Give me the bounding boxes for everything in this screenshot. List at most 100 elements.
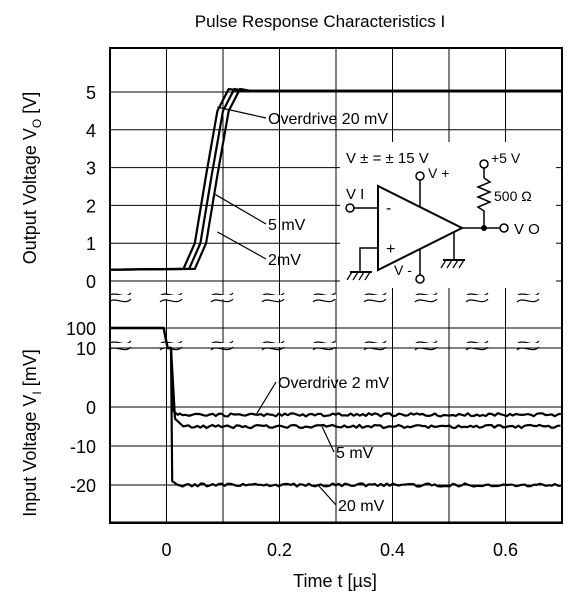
axis-break-gap xyxy=(516,343,540,347)
axis-break-mark xyxy=(312,298,336,303)
y-tick-label-lower: -10 xyxy=(70,437,96,457)
vminus-terminal xyxy=(415,274,425,284)
annotation-label: 2mV xyxy=(268,252,301,269)
annotation-leader xyxy=(255,381,277,416)
y-tick-label-lower: 100 xyxy=(66,319,96,339)
y-tick-label-lower: -20 xyxy=(70,476,96,496)
inset-vcc-label: +5 V xyxy=(491,150,521,166)
axis-break-mark xyxy=(261,346,285,351)
axis-break-mark xyxy=(465,346,489,351)
y-tick-label-upper: 4 xyxy=(86,121,96,141)
y-tick-label-upper: 0 xyxy=(86,272,96,292)
y-axis-label-upper: Output Voltage VO [V] xyxy=(20,92,44,264)
axis-break-gap xyxy=(516,295,540,299)
x-axis-label: Time t [µs] xyxy=(293,571,377,591)
axis-break-mark xyxy=(261,298,285,303)
input-terminal xyxy=(345,203,355,213)
axis-break-mark xyxy=(465,292,489,297)
y-tick-label-upper: 2 xyxy=(86,196,96,216)
vplus-terminal xyxy=(415,171,425,181)
inset-supply-label: V ± = ± 15 V xyxy=(346,150,429,167)
inset-resistor-label: 500 Ω xyxy=(494,188,532,204)
annotation-leader xyxy=(321,426,335,453)
plus-input-wire xyxy=(359,247,378,272)
output-terminal xyxy=(499,223,509,233)
axis-break-mark xyxy=(465,298,489,303)
annotation-label: 20 mV xyxy=(338,498,385,515)
axis-break-mark xyxy=(210,346,234,351)
vcc-terminal xyxy=(479,159,489,169)
annotation-leader xyxy=(217,106,267,119)
axis-break-mark xyxy=(516,298,540,303)
y-axis-label-upper-sub: O xyxy=(30,119,44,128)
inset-vout-label: V O xyxy=(514,221,540,238)
x-tick-label: 0 xyxy=(161,540,171,560)
axis-break-mark xyxy=(312,292,336,297)
axis-break-mark xyxy=(210,292,234,297)
annotation-label: 5 mV xyxy=(268,217,306,234)
axis-break-gap xyxy=(312,295,336,299)
axis-break-gap xyxy=(465,295,489,299)
axis-break-mark xyxy=(363,340,387,345)
chart-title: Pulse Response Characteristics I xyxy=(195,12,445,31)
axis-break-gap xyxy=(261,343,285,347)
axis-break-mark xyxy=(312,346,336,351)
axis-break-mark xyxy=(516,292,540,297)
axis-break-gap xyxy=(159,295,183,299)
axis-break-mark xyxy=(261,292,285,297)
opamp-minus-sign: - xyxy=(386,200,391,217)
annotation-leader xyxy=(214,193,267,225)
axis-break-mark xyxy=(516,340,540,345)
axis-break-gap xyxy=(261,295,285,299)
axis-break-mark xyxy=(516,346,540,351)
y-axis-label-lower: Input Voltage VI [mV] xyxy=(20,349,44,516)
axis-break-gap xyxy=(108,343,132,347)
annotation-leader xyxy=(217,231,267,260)
x-tick-label: 0.2 xyxy=(267,540,292,560)
axis-break-gap xyxy=(363,343,387,347)
axis-break-gap xyxy=(312,343,336,347)
axis-break-mark xyxy=(108,298,132,303)
plot-frame xyxy=(109,47,563,524)
inset-background xyxy=(340,142,556,288)
annotation-label: Overdrive 20 mV xyxy=(268,111,388,128)
inset-vminus-label: V - xyxy=(394,262,412,278)
axis-break-mark xyxy=(414,298,438,303)
annotation-label: Overdrive 2 mV xyxy=(278,375,389,392)
opamp-circuit-inset: V ± = ± 15 V - + V I V + V - V xyxy=(340,142,556,288)
axis-break-gap xyxy=(363,295,387,299)
y-tick-label-upper: 1 xyxy=(86,234,96,254)
axis-break-mark xyxy=(159,340,183,345)
opamp-plus-sign: + xyxy=(386,241,395,258)
axis-break-mark xyxy=(159,298,183,303)
axis-break-mark xyxy=(363,298,387,303)
axis-break-mark xyxy=(363,346,387,351)
y-tick-label-lower: 0 xyxy=(86,398,96,418)
y-tick-label-upper: 3 xyxy=(86,159,96,179)
axis-break-mark xyxy=(210,340,234,345)
axis-break-mark xyxy=(210,298,234,303)
x-tick-label: 0.4 xyxy=(380,540,405,560)
axis-break-gap xyxy=(465,343,489,347)
axis-break-gap xyxy=(210,295,234,299)
y-axis-label-lower-sub: I xyxy=(30,391,44,394)
y-tick-label-upper: 5 xyxy=(86,83,96,103)
axis-break-mark xyxy=(363,292,387,297)
axis-break-gap xyxy=(414,343,438,347)
series-line xyxy=(109,87,562,271)
axis-break-mark xyxy=(414,292,438,297)
axis-break-mark xyxy=(312,340,336,345)
axis-break-gap xyxy=(159,343,183,347)
axis-break-gap xyxy=(210,343,234,347)
axis-break-mark xyxy=(414,340,438,345)
axis-break-mark xyxy=(465,340,489,345)
x-tick-label: 0.6 xyxy=(493,540,518,560)
series-line xyxy=(110,326,561,488)
series-line xyxy=(110,326,562,418)
axis-break-mark xyxy=(159,292,183,297)
series-line xyxy=(110,326,561,430)
y-tick-label-lower: 10 xyxy=(76,339,96,359)
axis-break-mark xyxy=(261,340,285,345)
inset-vin-label: V I xyxy=(346,186,364,203)
